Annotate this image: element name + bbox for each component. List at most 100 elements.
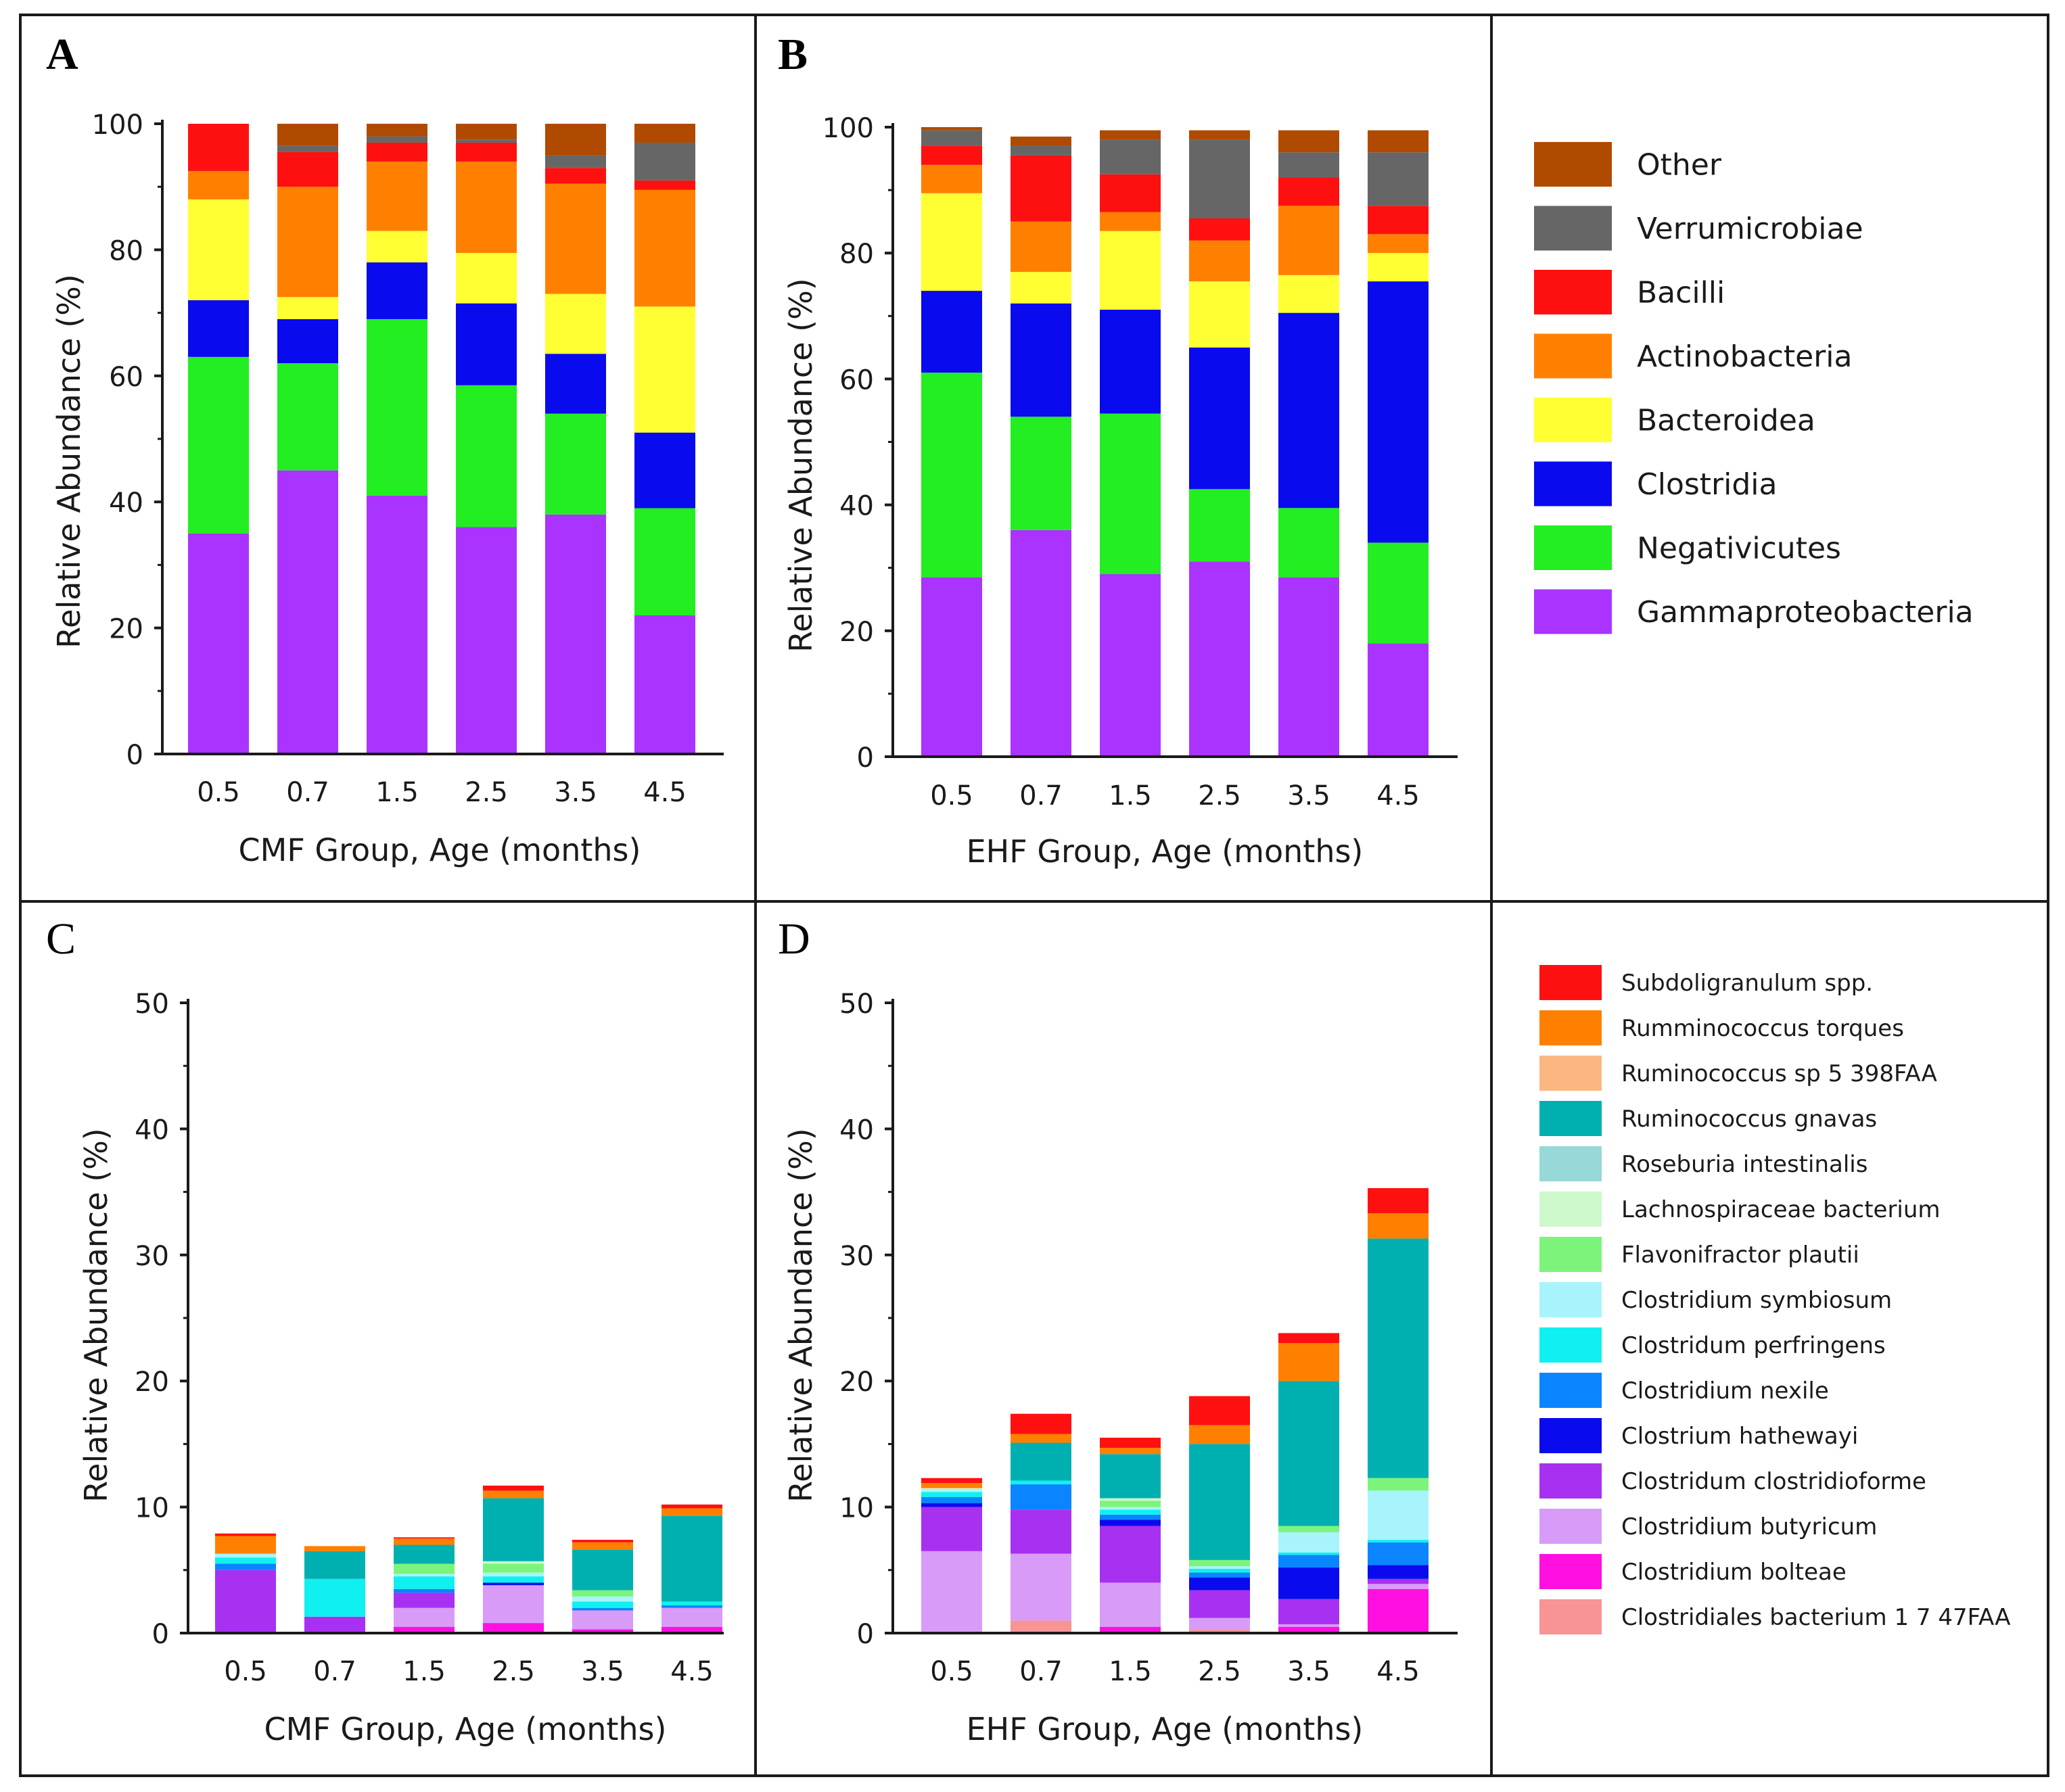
species-legend-label-lachnospiraceae-bacterium: Lachnospiraceae bacterium [1621,1196,1941,1223]
panel-c-bar-3-5-ruminococcus-gnavas [572,1549,633,1590]
panel-d-bar-2-5-flavonifractor-plautii [1189,1559,1250,1567]
panel-b-bar-3-5-bacteroidea [1278,275,1339,313]
panel-d-x-tick-label: 3.5 [1287,1656,1330,1687]
class-legend: Other Verrumicrobiae Bacilli Actinobacteria… [1534,142,1974,634]
panel-d-x-tick-label: 1.5 [1109,1656,1152,1687]
panel-c-bar-3-5-rumminococcus-torques [572,1542,633,1550]
panel-b-y-tick-label: 20 [839,617,874,648]
panel-b-bar-2-5-clostridia [1189,347,1250,490]
panel-d-bar-2-5-clostridum-clostridioforme [1189,1590,1250,1618]
panel-d-bar-0-5-clostrium-hathewayi [921,1503,982,1507]
panel-d-bar-4-5-clostrium-hathewayi [1368,1565,1429,1579]
panel-frame-outer [19,14,2049,1777]
species-legend-swatch-clostridium-butyricum [1539,1509,1602,1544]
class-legend-label-negativicutes: Negativicutes [1637,531,1841,565]
panel-b-bar-2-5-verrumicrobiae [1189,139,1250,218]
panel-a-bar-0-5-actinobacteria [188,170,249,199]
panel-d-bar-1-5-subdoligranulum-spp [1100,1438,1161,1448]
panel-d-bar-3-5-clostridium-nexile [1278,1555,1339,1568]
panel-b-bar-0-5-bacilli [921,145,982,165]
panel-a-bar-3-5-bacteroidea [545,293,606,354]
panel-a-x-tick-label: 0.7 [286,777,329,808]
class-legend-label-bacteroidea: Bacteroidea [1637,403,1815,438]
panel-c-bar-1-5-clostridium-nexile [394,1588,455,1593]
panel-c-bar-0-5-rumminococcus-torques [215,1536,276,1554]
panel-b-x-axis-label: EHF Group, Age (months) [967,833,1364,870]
species-legend-label-clostridium-bolteae: Clostridium bolteae [1621,1559,1847,1586]
class-legend-label-other: Other [1637,147,1722,182]
panel-a-bar-1-5-negativicutes [367,319,427,496]
panel-a-bar-4-5-gammaproteobacteria [634,615,695,754]
panel-d-y-axis-label: Relative Abundance (%) [783,1128,819,1502]
panel-d-bar-0-7-clostridum-clostridioforme [1011,1509,1071,1554]
panel-b-bar-0-5-clostridia [921,291,982,373]
panel-d-bar-0-5-clostridium-nexile [921,1496,982,1504]
species-legend-swatch-clostridiales-bacterium-1-7-47faa [1539,1599,1602,1634]
panel-a-bar-0-5-negativicutes [188,356,249,534]
panel-a-bar-0-7-gammaproteobacteria [277,470,338,754]
panel-a-bar-4-5-other [634,124,695,143]
panel-a-bar-1-5-actinobacteria [367,161,427,231]
species-legend-swatch-lachnospiraceae-bacterium [1539,1192,1602,1227]
species-legend-label-clostridium-nexile: Clostridium nexile [1621,1377,1829,1405]
panel-a-y-tick-label: 60 [109,362,143,393]
panel-a-bar-0-7-verrumicrobiae [277,145,338,152]
panel-a-bar-0-5-clostridia [188,300,249,357]
panel-d-bar-3-5-clostridum-perfringens [1278,1552,1339,1555]
panel-d-bar-1-5-lachnospiraceae-bacterium [1100,1498,1161,1501]
panel-d-bar-2-5-clostridium-nexile [1189,1572,1250,1578]
panel-letter-a: A [46,30,78,79]
panel-d-bar-0-7-clostridium-butyricum [1011,1553,1071,1621]
panel-b-x-tick-label: 0.7 [1019,780,1063,811]
class-legend-swatch-clostridia [1534,461,1612,506]
panel-c-bar-4-5-clostridium-butyricum [662,1607,722,1627]
panel-c-bars [215,1485,722,1633]
species-legend-label-clostridum-clostridioforme: Clostridum clostridioforme [1621,1468,1926,1495]
panel-b-bar-4-5-bacteroidea [1368,253,1429,282]
panel-a-bar-1-5-other [367,124,427,137]
panel-d-bar-1-5-clostridium-bolteae [1100,1626,1161,1633]
panel-b-x-tick-label: 1.5 [1109,780,1152,811]
species-legend-swatch-ruminococcus-sp-5-398faa [1539,1056,1602,1091]
panel-a-bar-2-5-bacteroidea [456,253,517,304]
panel-c-bar-3-5-subdoligranulum-spp [572,1540,633,1542]
panel-d-bar-0-7-clostridium-nexile [1011,1484,1071,1510]
panel-c-bar-2-5-lachnospiraceae-bacterium [483,1561,544,1564]
class-legend-swatch-actinobacteria [1534,333,1612,379]
panel-c-bar-0-5-clostridum-perfringens [215,1557,276,1564]
panel-a-bar-0-5-gammaproteobacteria [188,533,249,754]
panel-letter-b: B [778,30,808,79]
class-legend-label-gammaproteobacteria: Gammaproteobacteria [1637,595,1974,630]
panel-d-bar-2-5-rumminococcus-torques [1189,1425,1250,1444]
panel-b-x-tick-label: 4.5 [1376,780,1420,811]
panel-c-bar-1-5-clostridium-symbiosum [394,1574,455,1577]
panel-a-y-axis-label: Relative Abundance (%) [51,274,87,648]
panel-b-bar-1-5-negativicutes [1100,413,1161,575]
panel-c-bar-3-5-clostridium-bolteae [572,1629,633,1633]
panel-b-bars [921,127,1429,757]
panel-c-bar-0-5-clostridum-clostridioforme [215,1570,276,1633]
panel-d-bar-2-5-clostridium-symbiosum [1189,1566,1250,1569]
panel-d-y-tick-label: 50 [839,989,874,1020]
panel-b-bar-0-7-clostridia [1011,303,1071,417]
panel-a-bar-1-5-bacilli [367,142,427,162]
species-legend-label-flavonifractor-plautii: Flavonifractor plautii [1621,1242,1859,1269]
panel-a-x-axis-label: CMF Group, Age (months) [239,832,641,868]
panel-c-bar-3-5-clostridum-perfringens [572,1601,633,1608]
panel-b-bar-4-5-other [1368,130,1429,153]
panel-d-bar-0-5-rumminococcus-torques [921,1483,982,1488]
panel-c-bar-4-5-ruminococcus-gnavas [662,1515,722,1602]
species-legend-label-ruminococcus-gnavas: Ruminococcus gnavas [1621,1106,1877,1133]
panel-a-bar-0-7-bacilli [277,151,338,187]
panel-c-bar-0-5-clostridium-symbiosum [215,1553,276,1558]
panel-b-y-tick-label: 0 [857,742,874,774]
panel-b-bar-1-5-actinobacteria [1100,212,1161,231]
panel-d-bar-3-5-clostridium-bolteae [1278,1626,1339,1633]
panel-a-bar-3-5-verrumicrobiae [545,155,606,168]
panel-d-bar-4-5-flavonifractor-plautii [1368,1478,1429,1491]
panel-d-x-tick-label: 2.5 [1198,1656,1241,1687]
panel-d-bar-4-5-rumminococcus-torques [1368,1213,1429,1239]
panel-b-bar-4-5-verrumicrobiae [1368,152,1429,206]
panel-b-bar-4-5-bacilli [1368,206,1429,235]
